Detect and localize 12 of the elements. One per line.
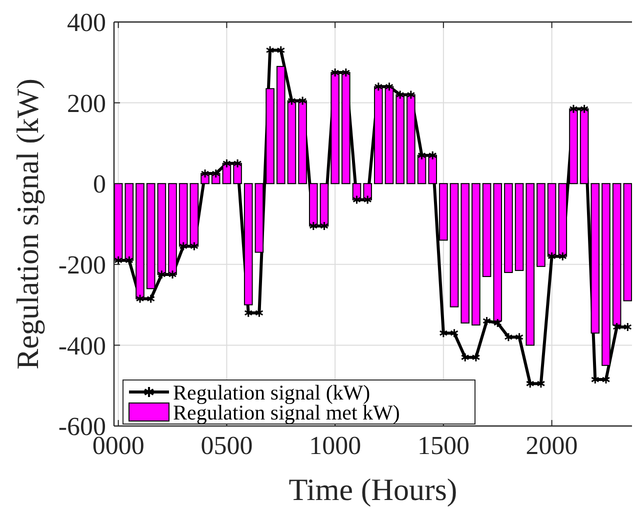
x-tick-label: 0500 [200, 431, 253, 460]
y-tick-label: -200 [58, 250, 106, 280]
y-tick-label: 0 [93, 170, 106, 199]
x-tick-label: 1000 [309, 431, 362, 460]
x-axis-title: Time (Hours) [288, 472, 458, 507]
legend-label: Regulation signal (kW) [173, 380, 370, 404]
y-axis-title: Regulation signal (kW) [10, 78, 45, 370]
y-tick-label: 200 [67, 88, 106, 118]
y-tick-label: -400 [58, 331, 106, 360]
y-tick-label: 400 [67, 8, 106, 38]
x-tick-label: 1500 [417, 431, 470, 460]
x-tick-label: 2000 [526, 431, 578, 460]
